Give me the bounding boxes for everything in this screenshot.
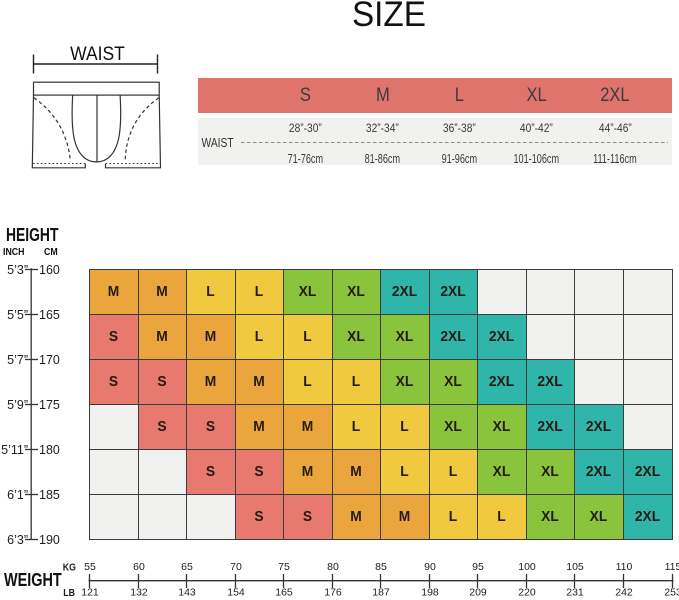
svg-text:S: S: [254, 464, 264, 481]
svg-text:M: M: [205, 374, 217, 391]
svg-text:S: S: [157, 419, 167, 436]
svg-text:2XL: 2XL: [392, 284, 417, 301]
svg-text:M: M: [108, 284, 120, 301]
svg-text:6’3”: 6’3”: [7, 533, 28, 547]
svg-text:55: 55: [84, 561, 96, 573]
svg-text:XL: XL: [541, 509, 559, 526]
svg-text:253: 253: [664, 587, 679, 599]
svg-text:M: M: [253, 374, 265, 391]
svg-text:90: 90: [424, 561, 436, 573]
svg-text:XL: XL: [396, 374, 414, 391]
svg-text:M: M: [302, 419, 314, 436]
svg-text:5’11”: 5’11”: [1, 443, 28, 457]
svg-text:190: 190: [39, 533, 60, 547]
svg-text:L: L: [255, 284, 264, 301]
svg-text:2XL: 2XL: [537, 374, 562, 391]
svg-text:175: 175: [39, 398, 60, 412]
svg-text:2XL: 2XL: [489, 374, 514, 391]
svg-text:180: 180: [39, 443, 60, 457]
svg-text:XL: XL: [444, 374, 462, 391]
svg-text:M: M: [253, 419, 265, 436]
svg-text:XL: XL: [444, 419, 462, 436]
svg-text:XL: XL: [590, 509, 608, 526]
svg-text:LB: LB: [63, 587, 75, 599]
svg-text:242: 242: [615, 587, 633, 599]
svg-text:154: 154: [227, 587, 245, 599]
svg-text:176: 176: [324, 587, 342, 599]
svg-text:100: 100: [518, 561, 536, 573]
svg-text:2XL: 2XL: [635, 509, 660, 526]
svg-text:6’1”: 6’1”: [7, 488, 28, 502]
svg-text:132: 132: [130, 587, 148, 599]
svg-text:XL: XL: [493, 419, 511, 436]
svg-text:115: 115: [665, 561, 679, 573]
svg-text:2XL: 2XL: [586, 419, 611, 436]
svg-text:S: S: [206, 419, 216, 436]
svg-text:231: 231: [566, 587, 584, 599]
svg-text:5’9”: 5’9”: [7, 398, 28, 412]
svg-text:2XL: 2XL: [586, 464, 611, 481]
svg-text:XL: XL: [299, 284, 317, 301]
svg-text:165: 165: [275, 587, 293, 599]
svg-text:L: L: [255, 329, 264, 346]
svg-text:165: 165: [39, 308, 60, 322]
svg-text:110: 110: [616, 561, 633, 573]
svg-text:XL: XL: [541, 464, 559, 481]
svg-text:75: 75: [278, 561, 290, 573]
svg-text:L: L: [400, 464, 409, 481]
svg-text:L: L: [449, 509, 458, 526]
svg-text:M: M: [205, 329, 217, 346]
svg-text:2XL: 2XL: [635, 464, 660, 481]
svg-text:L: L: [206, 284, 215, 301]
svg-text:S: S: [206, 464, 216, 481]
svg-text:121: 121: [81, 587, 99, 599]
svg-text:5’3”: 5’3”: [7, 263, 28, 277]
svg-text:M: M: [350, 464, 362, 481]
svg-text:170: 170: [39, 353, 60, 367]
svg-text:XL: XL: [396, 329, 414, 346]
svg-text:L: L: [352, 374, 361, 391]
svg-text:80: 80: [327, 561, 339, 573]
svg-text:198: 198: [421, 587, 439, 599]
svg-text:KG: KG: [63, 561, 76, 573]
svg-text:2XL: 2XL: [537, 419, 562, 436]
svg-text:S: S: [254, 509, 264, 526]
svg-text:L: L: [497, 509, 506, 526]
svg-text:220: 220: [518, 587, 536, 599]
svg-text:2XL: 2XL: [440, 329, 465, 346]
svg-text:L: L: [303, 329, 312, 346]
svg-text:L: L: [352, 419, 361, 436]
svg-text:M: M: [302, 464, 314, 481]
svg-text:L: L: [400, 419, 409, 436]
svg-text:L: L: [303, 374, 312, 391]
svg-text:XL: XL: [347, 329, 365, 346]
svg-text:209: 209: [469, 587, 487, 599]
svg-text:160: 160: [39, 263, 60, 277]
svg-text:S: S: [109, 374, 119, 391]
svg-text:WAIST: WAIST: [70, 42, 125, 64]
svg-text:L: L: [449, 464, 458, 481]
svg-text:S: S: [303, 509, 313, 526]
svg-text:187: 187: [372, 587, 390, 599]
svg-text:M: M: [399, 509, 411, 526]
svg-text:M: M: [156, 284, 168, 301]
svg-text:70: 70: [230, 561, 242, 573]
svg-text:85: 85: [375, 561, 387, 573]
svg-text:M: M: [156, 329, 168, 346]
svg-text:65: 65: [181, 561, 193, 573]
svg-text:M: M: [350, 509, 362, 526]
svg-text:185: 185: [39, 488, 60, 502]
svg-text:5’5”: 5’5”: [7, 308, 28, 322]
svg-text:2XL: 2XL: [440, 284, 465, 301]
svg-text:60: 60: [133, 561, 145, 573]
svg-text:XL: XL: [347, 284, 365, 301]
svg-text:5’7”: 5’7”: [7, 353, 28, 367]
svg-text:105: 105: [566, 561, 584, 573]
svg-text:S: S: [157, 374, 167, 391]
svg-text:95: 95: [472, 561, 484, 573]
svg-text:2XL: 2XL: [489, 329, 514, 346]
svg-text:143: 143: [178, 587, 196, 599]
svg-text:S: S: [109, 329, 119, 346]
svg-text:XL: XL: [493, 464, 511, 481]
